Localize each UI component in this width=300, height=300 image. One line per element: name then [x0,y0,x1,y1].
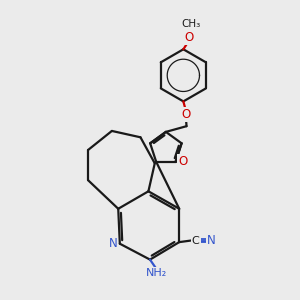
Text: C: C [192,236,200,245]
Text: O: O [178,155,187,168]
Text: O: O [181,108,190,121]
Text: N: N [109,237,117,250]
Text: N: N [207,234,216,247]
Text: CH₃: CH₃ [181,19,200,29]
Text: NH₂: NH₂ [146,268,168,278]
Text: O: O [184,31,194,44]
